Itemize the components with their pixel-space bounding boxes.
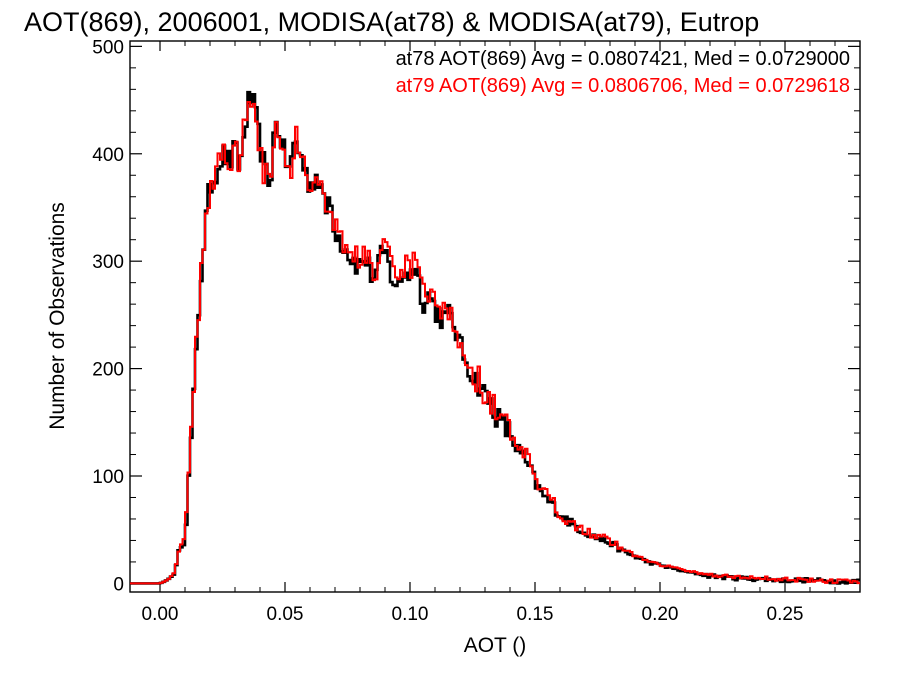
legend: at78 AOT(869) Avg = 0.0807421, Med = 0.0… [396,48,850,97]
y-tick-label: 100 [92,467,124,488]
x-tick-label: 0.25 [767,604,804,625]
y-tick-label: 300 [92,252,124,273]
axis-ticks: 0.00 0.05 0.10 0.15 0.20 0.25 0 100 200 300 400 500 [92,37,861,625]
legend-entry-at78: at78 AOT(869) Avg = 0.0807421, Med = 0.0… [396,48,850,70]
x-tick-label: 0.15 [517,604,554,625]
y-tick-label: 0 [113,574,124,595]
x-axis-label: AOT () [464,634,527,657]
plot-frame [129,40,861,593]
y-axis-label: Number of Observations [46,202,69,430]
series-line-at79 [130,100,860,585]
x-tick-label: 0.00 [142,604,179,625]
x-tick-label: 0.05 [267,604,304,625]
x-tick-label: 0.10 [392,604,429,625]
x-tick-label: 0.20 [642,604,679,625]
y-tick-label: 200 [92,360,124,381]
legend-entry-at79: at79 AOT(869) Avg = 0.0806706, Med = 0.0… [396,75,850,97]
y-tick-label: 500 [92,37,124,58]
y-tick-label: 400 [92,145,124,166]
chart-title: AOT(869), 2006001, MODISA(at78) & MODISA… [24,7,759,37]
series-group [130,90,860,585]
